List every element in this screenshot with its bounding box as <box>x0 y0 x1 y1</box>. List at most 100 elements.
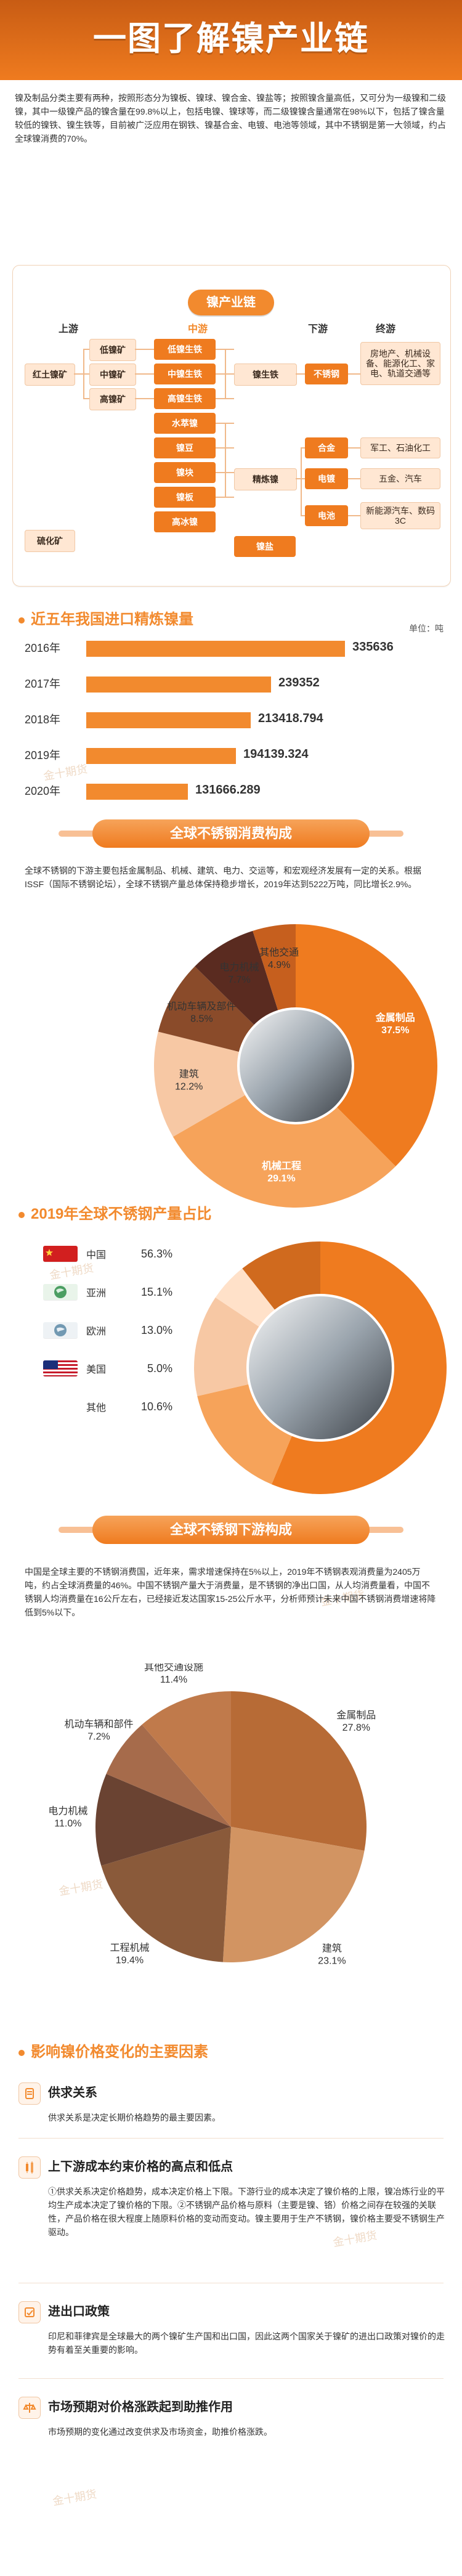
header-hero: 一图了解镍产业链 <box>0 0 462 80</box>
country-row-usa: 美国 5.0% <box>43 1360 172 1376</box>
factors-title-text: 影响镍价格变化的主要因素 <box>31 2044 208 2060</box>
country-name: 其他 <box>86 1403 107 1413</box>
pie-slice <box>195 930 278 1025</box>
pie-label-name: 其他交通设施 <box>144 1664 203 1673</box>
factors-title: 影响镍价格变化的主要因素 <box>18 2039 208 2061</box>
document-icon <box>18 2082 41 2105</box>
down-stainless: 不锈钢 <box>305 364 348 384</box>
import-value-label: 335636 <box>352 640 394 654</box>
connector-line <box>348 478 360 479</box>
factor-title: 市场预期对价格涨跌起到助推作用 <box>48 2400 233 2414</box>
country-name: 中国 <box>86 1250 107 1261</box>
connector-line <box>296 373 305 375</box>
pie-label-name: 其他交通 <box>259 947 299 958</box>
connector-line <box>83 349 84 398</box>
pie-label-value: 23.1% <box>318 1956 346 1966</box>
pie-label: 建筑 23.1% <box>318 1943 346 1966</box>
import-bar <box>86 641 345 657</box>
pie-label-value: 19.4% <box>116 1956 144 1966</box>
country-value: 5.0% <box>147 1362 172 1375</box>
pie-label: 电力机械 11.0% <box>48 1805 87 1829</box>
country-row-other: 其他 10.6% <box>43 1399 172 1415</box>
pie-slice <box>153 1031 245 1137</box>
country-row-asia: 亚洲 15.1% <box>43 1284 172 1300</box>
connector-line <box>348 515 360 516</box>
mid-nickel-beans: 镍豆 <box>154 437 216 458</box>
mid-refined-nickel: 精炼镍 <box>234 468 297 490</box>
connector-line <box>301 447 305 449</box>
document-icon-graphic <box>25 2088 34 2099</box>
mid-low-nickel-pig-iron: 低镍生铁 <box>154 339 216 360</box>
mid-nickel-plate: 镍板 <box>154 487 216 508</box>
import-bar <box>86 784 188 800</box>
factor-text: 供求关系是决定长期价格趋势的最主要因素。 <box>48 2113 221 2123</box>
pie-label-name: 电力机械 <box>219 962 259 973</box>
production-share-pie <box>194 1241 447 1494</box>
nickel-chain-card <box>12 265 451 587</box>
upstream-grade-high: 高镍矿 <box>89 388 136 410</box>
mid-nickel-salt: 镍盐 <box>234 536 296 557</box>
country-value: 15.1% <box>140 1285 172 1298</box>
pie-label: 其他交通设施 11.4% <box>144 1664 203 1685</box>
country-row-china: 中国 56.3% <box>43 1246 172 1262</box>
stainless-structure-pie: 金属制品 37.5% 机械工程 29.1% 建筑 12.2% 机动车辆及部件 8.5% 电力机械… <box>153 924 438 1208</box>
divider <box>18 2378 444 2379</box>
pie-label-value: 27.8% <box>342 1723 370 1733</box>
stainless-structure-paragraph: 全球不锈钢的下游主要包括金属制品、机械、建筑、电力、交运等，和宏观经济发展有一定… <box>25 866 421 889</box>
connector-line <box>301 515 305 516</box>
globe-icon <box>54 1324 67 1336</box>
mid-medium-nickel-pig-iron: 中镍生铁 <box>154 364 216 384</box>
factor-text: 印尼和菲律宾是全球最大的两个镍矿生产国和出口国，因此这两个国家关于镍矿的进出口政… <box>48 2331 445 2355</box>
import-year-label: 2020年 <box>25 785 61 797</box>
connector-line <box>225 349 226 398</box>
pie-slice <box>271 1241 447 1494</box>
pie-label-name: 机动车辆及部件 <box>167 1001 236 1012</box>
pie-slice <box>101 1827 231 1962</box>
pie-slice <box>222 1827 365 1962</box>
factor-supply-demand: 供求关系 <box>18 2082 444 2105</box>
import-value-label: 239352 <box>278 676 320 689</box>
policy-icon <box>18 2301 41 2323</box>
divider <box>18 2138 444 2139</box>
country-name: 欧洲 <box>86 1327 107 1337</box>
factor-text: 市场预期的变化通过改变供求及市场资金，助推价格涨跌。 <box>48 2427 272 2437</box>
watermark: 金十期货 <box>42 762 89 783</box>
import-value-label: 194139.324 <box>243 747 309 761</box>
bullet-dot <box>18 2049 25 2056</box>
pie-slice <box>197 1384 292 1485</box>
connector-line <box>135 349 154 350</box>
globe-icon <box>54 1286 67 1298</box>
pie-label-name: 金属制品 <box>336 1710 376 1721</box>
mid-nickel-block: 镍块 <box>154 462 216 483</box>
scale-icon <box>18 2397 41 2419</box>
factor-import-export-policy: 进出口政策 <box>18 2301 444 2323</box>
scale-icon-graphic <box>23 2403 36 2413</box>
usa-flag-graphic <box>43 1360 78 1376</box>
connector-line <box>225 423 226 497</box>
pie-label-name: 机械工程 <box>262 1160 301 1171</box>
country-value: 56.3% <box>140 1247 172 1260</box>
asia-globe-icon <box>43 1284 78 1300</box>
pie-label: 其他交通 4.9% <box>259 947 299 970</box>
intro-paragraph: 镍及制品分类主要有两种，按照形态分为镍板、镍球、镍合金、镍盐等；按照镍含量高低，… <box>15 93 446 144</box>
pie-label: 金属制品 27.8% <box>336 1710 376 1733</box>
connector-line <box>135 398 154 399</box>
stage-terminal: 终游 <box>376 324 396 335</box>
pie-label: 机动车辆和部件 7.2% <box>64 1718 133 1742</box>
factor-text: ①供求关系决定价格趋势，成本决定价格上下限。下游行业的成本决定了镍价格的上限，镍… <box>48 2187 445 2237</box>
stage-midstream: 中游 <box>188 324 208 335</box>
pie-slice <box>172 1095 396 1208</box>
downstream-structure-banner: 全球不锈钢下游构成 <box>92 1516 370 1544</box>
connector-line <box>348 447 360 449</box>
upstream-grade-mid: 中镍矿 <box>89 364 136 386</box>
stage-downstream: 下游 <box>308 324 328 335</box>
banner-decoration <box>59 1527 114 1533</box>
downstream-structure-pie: 金属制品 27.8% 建筑 23.1% 工程机械 19.4% 电力机械 11.0% 机动车辆和部… <box>48 1664 376 1966</box>
pie-label-value: 8.5% <box>190 1014 213 1024</box>
pie-label: 建筑 12.2% <box>175 1068 203 1092</box>
stainless-structure-banner: 全球不锈钢消费构成 <box>92 819 370 848</box>
pie-slice <box>158 966 254 1052</box>
imports-title-text: 近五年我国进口精炼镍量 <box>31 611 193 628</box>
pie-label-value: 7.2% <box>87 1731 110 1742</box>
watermark: 金十期货 <box>51 2487 98 2508</box>
